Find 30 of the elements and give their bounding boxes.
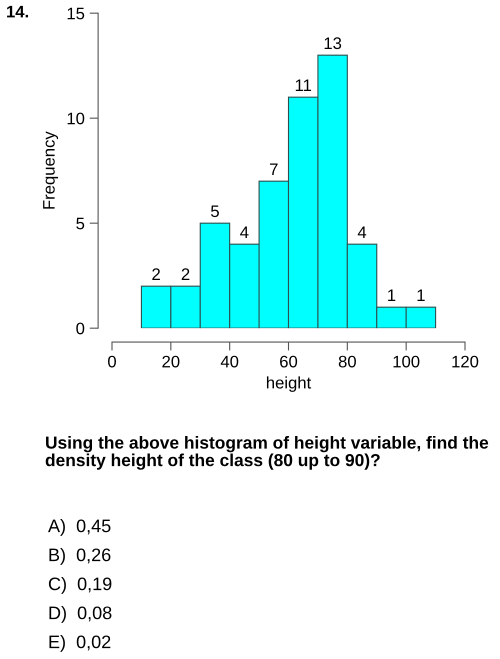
chart-title: 14. <box>7 6 28 18</box>
text: C) 0,19 <box>48 577 112 594</box>
data-label: 4 <box>358 226 366 238</box>
data-label: 7 <box>270 163 278 175</box>
x-tick-label: 60 <box>280 356 298 368</box>
data-label: 13 <box>324 37 342 50</box>
y-tick-label: 15 <box>68 8 84 20</box>
text: D) 0,08 <box>49 606 112 623</box>
data-label: 2 <box>182 268 190 280</box>
y-tick-label: 0 <box>76 322 84 334</box>
x-tick-label: 40 <box>220 356 238 368</box>
y-tick-label: 10 <box>68 112 84 124</box>
data-label: 5 <box>210 205 219 218</box>
data-label: 11 <box>296 79 312 91</box>
text: A) 0,45 <box>48 519 110 536</box>
data-label: 2 <box>152 268 160 280</box>
text: E) 0,02 <box>49 635 110 652</box>
x-tick-label: 0 <box>108 356 116 368</box>
x-tick-label: 80 <box>338 356 356 368</box>
y-axis-title: Frequency <box>43 131 58 209</box>
data-label: 1 <box>418 289 425 301</box>
y-tick-label: 5 <box>76 218 84 230</box>
x-axis-title: height <box>266 376 312 392</box>
data-label: 1 <box>388 289 396 301</box>
text: Using the above histogram of height variable, find the density height of the class (80 up to 90)? <box>46 436 488 470</box>
text: B) 0,26 <box>49 548 110 565</box>
x-tick-label: 120 <box>452 356 478 368</box>
x-tick-label: 20 <box>162 356 180 368</box>
data-label: 4 <box>240 226 249 238</box>
x-tick-label: 100 <box>394 356 420 368</box>
